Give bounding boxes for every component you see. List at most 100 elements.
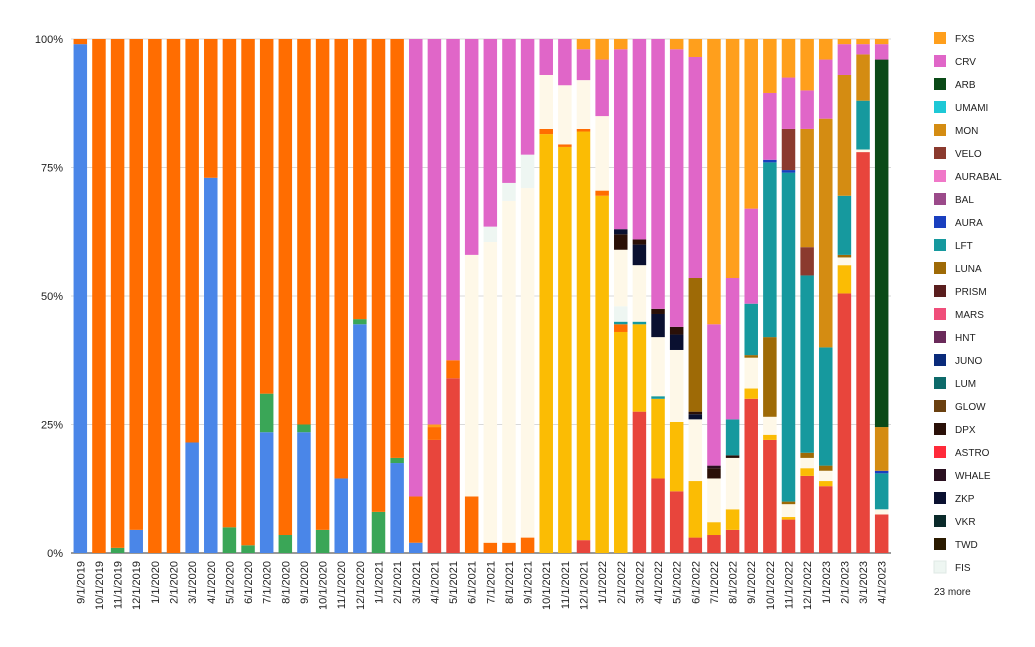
bar-segment-green xyxy=(110,547,125,553)
bar-segment-orange xyxy=(148,39,162,553)
bar-segment-cream xyxy=(651,337,665,397)
x-tick-label: 5/1/2022 xyxy=(672,561,684,604)
bar-segment-yellow xyxy=(725,509,740,530)
bar-segment-yellow xyxy=(707,522,721,536)
bar-segment-orange xyxy=(614,324,628,332)
bar-segment-dpx xyxy=(707,468,721,479)
bar-segment-blue xyxy=(334,478,348,553)
legend-label-fis: FIS xyxy=(955,563,971,574)
bar-segment-crv xyxy=(837,44,852,75)
bar-segment-crv xyxy=(781,77,796,129)
bar-segment-red xyxy=(669,491,684,553)
bar-segment-crv xyxy=(632,39,647,240)
bar-segment-orange xyxy=(502,542,516,553)
bar-segment-orange xyxy=(222,39,237,528)
legend-swatch-astro xyxy=(934,446,946,458)
bar-segment-yellow xyxy=(688,481,703,538)
legend-more-link[interactable]: 23 more xyxy=(934,587,971,598)
bar-segment-aura xyxy=(781,170,796,173)
bar-segment-mon xyxy=(837,74,852,196)
bar-segment-crv xyxy=(707,324,721,466)
y-tick-label: 50% xyxy=(41,291,63,303)
bar-segment-orange xyxy=(204,39,218,178)
x-tick-label: 10/1/2022 xyxy=(765,561,777,610)
bar-segment-orange xyxy=(166,39,181,553)
bar-segment-dpx xyxy=(632,239,647,245)
bar-segment-luna xyxy=(688,278,703,412)
bar-segment-zkp xyxy=(688,414,703,420)
x-tick-label: 8/1/2020 xyxy=(280,561,292,604)
bar-segment-orange xyxy=(334,39,348,479)
bar-segment-cream xyxy=(502,200,516,543)
bar-segment-crv xyxy=(409,39,423,497)
x-tick-label: 10/1/2019 xyxy=(94,561,106,610)
legend-swatch-zkp xyxy=(934,492,946,504)
bar-segment-blue xyxy=(353,324,367,553)
bar-segment-fxs xyxy=(576,39,591,50)
x-tick-label: 3/1/2021 xyxy=(411,561,423,604)
bar-segment-fxs xyxy=(874,39,889,45)
x-tick-label: 12/1/2019 xyxy=(131,561,143,610)
legend-label-velo: VELO xyxy=(955,149,982,160)
bar-segment-fxs xyxy=(595,39,609,60)
x-tick-label: 12/1/2020 xyxy=(355,561,367,610)
legend-label-prism: PRISM xyxy=(955,287,987,298)
bar-segment-orange xyxy=(259,39,274,394)
y-tick-label: 75% xyxy=(41,163,63,175)
bar-segment-lft xyxy=(874,473,889,510)
bar-segment-dpx xyxy=(688,411,703,415)
bar-segment-red xyxy=(446,378,460,553)
bar-segment-fis xyxy=(520,154,535,189)
legend-label-zkp: ZKP xyxy=(955,494,975,505)
x-tick-label: 4/1/2021 xyxy=(429,561,441,604)
legend-swatch-mon xyxy=(934,124,946,136)
bar-segment-green xyxy=(390,457,404,464)
y-tick-label: 0% xyxy=(47,548,63,560)
bar-segment-orange xyxy=(297,39,311,425)
bar-segment-crv xyxy=(819,59,833,119)
bar-segment-fxs xyxy=(763,39,777,93)
x-tick-label: 6/1/2020 xyxy=(243,561,255,604)
bar-segment-zkp xyxy=(651,313,665,338)
bar-segment-crv xyxy=(688,56,703,279)
legend-label-mon: MON xyxy=(955,126,978,137)
bar-segment-cream xyxy=(483,242,498,543)
bar-segment-yellow xyxy=(837,265,852,294)
bar-segment-crv xyxy=(464,39,479,255)
bar-segment-cream xyxy=(539,74,553,129)
legend-swatch-luna xyxy=(934,262,946,274)
x-tick-label: 9/1/2021 xyxy=(523,561,535,604)
x-tick-label: 12/1/2021 xyxy=(579,561,591,610)
bar-segment-orange xyxy=(371,39,386,512)
legend-swatch-hnt xyxy=(934,331,946,343)
bar-segment-crv xyxy=(595,59,609,117)
legend-label-mars: MARS xyxy=(955,310,984,321)
bar-segment-crv xyxy=(502,39,516,183)
bar-segment-orange xyxy=(73,39,88,45)
x-tick-label: 3/1/2020 xyxy=(187,561,199,604)
bar-segment-crv xyxy=(669,49,684,327)
bar-segment-luna xyxy=(800,452,814,458)
bar-segment-lft xyxy=(763,162,777,338)
bar-segment-blue xyxy=(259,432,274,553)
bar-segment-cream xyxy=(614,249,628,307)
bar-segment-cream xyxy=(744,357,758,389)
bar-segment-fxs xyxy=(856,39,870,45)
bar-segment-velo xyxy=(800,247,814,276)
bar-segment-crv xyxy=(856,44,870,55)
x-tick-label: 9/1/2019 xyxy=(75,561,87,604)
bar-segment-orange xyxy=(446,360,460,379)
legend-swatch-velo xyxy=(934,147,946,159)
bar-segment-lft xyxy=(837,195,852,255)
bar-segment-green xyxy=(315,529,330,553)
bar-segment-lft xyxy=(856,100,870,150)
bar-segment-red xyxy=(744,398,758,553)
bar-segment-yellow xyxy=(595,195,609,553)
bar-segment-luna xyxy=(819,465,833,471)
legend-label-bal: BAL xyxy=(955,195,974,206)
bar-segment-red xyxy=(856,152,870,553)
bar-segment-crv xyxy=(725,278,740,420)
bar-segment-mon xyxy=(874,427,889,471)
bar-segment-cream xyxy=(819,470,833,482)
legend-swatch-twd xyxy=(934,538,946,550)
